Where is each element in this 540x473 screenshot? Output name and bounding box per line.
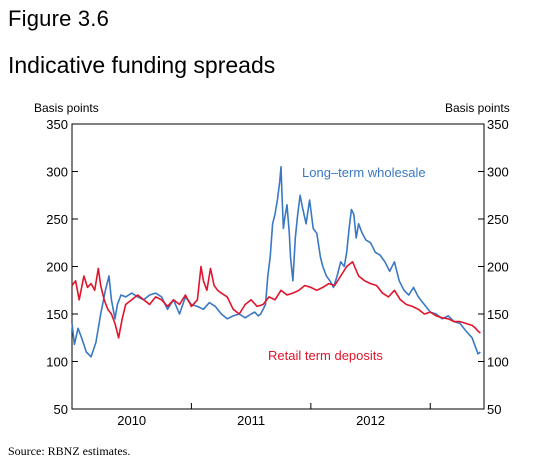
y-tick-label-right: 150 bbox=[487, 307, 509, 322]
y-axis-title-left: Basis points bbox=[34, 101, 99, 115]
y-tick-label-left: 100 bbox=[46, 355, 68, 370]
y-tick-label-right: 100 bbox=[487, 355, 509, 370]
y-tick-label-left: 50 bbox=[54, 402, 68, 417]
y-tick-label-left: 250 bbox=[46, 212, 68, 227]
series-label-retail-term-deposits: Retail term deposits bbox=[268, 348, 383, 363]
y-tick-label-right: 250 bbox=[487, 212, 509, 227]
series-line-retail-term-deposits bbox=[71, 261, 481, 339]
y-tick-label-right: 350 bbox=[487, 117, 509, 132]
y-axis-right: 50 100 150 200 250 300 350 bbox=[478, 117, 509, 417]
x-tick-label: 2012 bbox=[356, 413, 385, 428]
y-tick-label-left: 200 bbox=[46, 260, 68, 275]
source-note: Source: RBNZ estimates. bbox=[8, 444, 131, 458]
y-tick-label-right: 50 bbox=[487, 402, 501, 417]
x-tick-label: 2011 bbox=[237, 413, 265, 428]
series-label-long-term-wholesale: Long–term wholesale bbox=[302, 165, 426, 180]
series-line-long-term-wholesale bbox=[71, 166, 481, 358]
y-tick-label-right: 200 bbox=[487, 260, 509, 275]
figure-number: Figure 3.6 bbox=[8, 6, 110, 31]
chart: Basis points Basis points 50 100 150 200 250… bbox=[34, 101, 510, 428]
y-tick-label-left: 350 bbox=[46, 117, 68, 132]
x-axis: 2010 2011 2012 bbox=[71, 403, 431, 428]
y-tick-label-right: 300 bbox=[487, 165, 509, 180]
x-tick-label: 2010 bbox=[117, 413, 146, 428]
y-tick-label-left: 150 bbox=[46, 307, 68, 322]
y-tick-label-left: 300 bbox=[46, 165, 68, 180]
series-lines bbox=[71, 166, 481, 358]
y-axis-title-right: Basis points bbox=[445, 101, 510, 115]
figure-title: Indicative funding spreads bbox=[8, 52, 276, 78]
y-axis-left: 50 100 150 200 250 300 350 bbox=[46, 117, 78, 417]
